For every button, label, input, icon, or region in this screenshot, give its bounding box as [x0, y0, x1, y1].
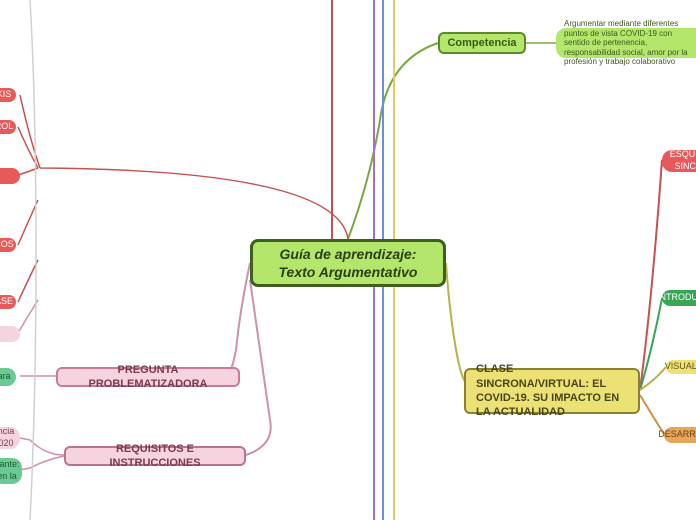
- node-left7[interactable]: ara: [0, 368, 16, 386]
- mindmap-canvas: Guía de aprendizaje: Texto Argumentativo…: [0, 0, 696, 520]
- node-intro[interactable]: INTRODUCCIÓN: [662, 290, 696, 306]
- node-left3[interactable]: [0, 168, 20, 184]
- connector-path: [246, 280, 271, 455]
- node-left9[interactable]: gante: en la: [0, 458, 22, 484]
- connector-path: [18, 438, 64, 455]
- connector-path: [640, 367, 666, 390]
- connector-path: [18, 260, 38, 302]
- node-left4[interactable]: COS: [0, 238, 16, 252]
- connector-path: [18, 200, 38, 245]
- connector-path: [30, 0, 36, 520]
- node-left8[interactable]: ncia 020: [0, 427, 20, 449]
- node-visual[interactable]: VISUALIZAR: [666, 360, 696, 374]
- node-esquema[interactable]: ESQUEMA SINCRÓ: [662, 150, 696, 172]
- connector-path: [18, 300, 38, 333]
- connector-path: [228, 263, 250, 376]
- node-pregunta[interactable]: PREGUNTA PROBLEMATIZADORA: [56, 367, 240, 387]
- node-desarrollo[interactable]: DESARROLLO: [664, 427, 696, 443]
- node-clase[interactable]: CLASE SINCRONA/VIRTUAL: EL COVID-19. SU …: [464, 368, 640, 414]
- connector-path: [18, 127, 38, 168]
- center-node[interactable]: Guía de aprendizaje: Texto Argumentativo: [250, 239, 446, 287]
- connector-path: [640, 298, 662, 390]
- node-left2[interactable]: ROL: [0, 120, 16, 134]
- connector-path: [20, 95, 348, 239]
- node-competencia[interactable]: Competencia: [438, 32, 526, 54]
- connector-path: [640, 160, 662, 390]
- connector-path: [348, 43, 438, 239]
- connector-path: [18, 168, 38, 175]
- node-left5[interactable]: ASE: [0, 295, 16, 309]
- connector-path: [640, 395, 664, 434]
- node-requisitos[interactable]: REQUISITOS E INSTRUCCIONES: [64, 446, 246, 466]
- node-competencia-desc[interactable]: Argumentar mediante diferentes puntos de…: [556, 28, 696, 58]
- connector-path: [18, 456, 64, 470]
- node-left1[interactable]: KIS: [0, 88, 16, 102]
- node-left6[interactable]: [0, 326, 20, 342]
